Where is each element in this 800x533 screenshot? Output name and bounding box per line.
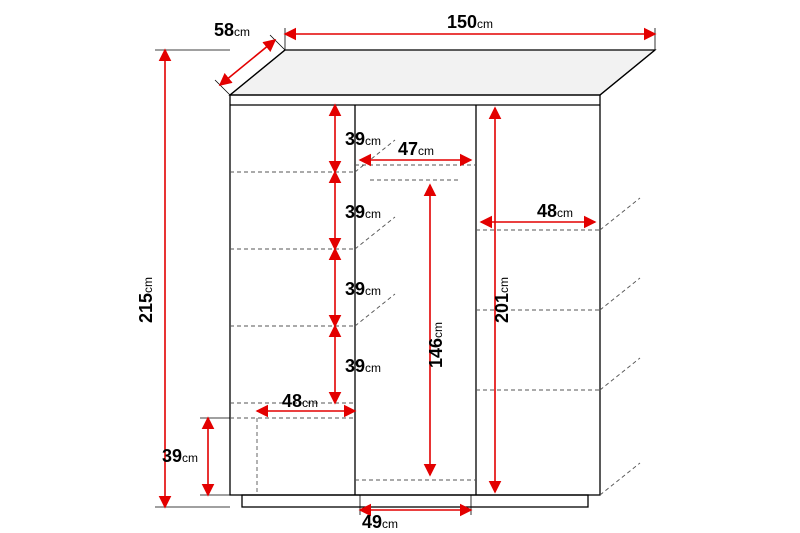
r201-u: cm — [497, 277, 511, 293]
l39b-u: cm — [365, 207, 381, 221]
l39a-v: 39 — [345, 129, 365, 149]
l39e-v: 39 — [162, 446, 182, 466]
svg-text:39cm: 39cm — [345, 279, 381, 299]
cabinet-body — [230, 50, 655, 507]
c146-v: 146 — [426, 338, 446, 368]
svg-text:215cm: 215cm — [136, 277, 156, 323]
c146-u: cm — [431, 322, 445, 338]
svg-text:39cm: 39cm — [345, 356, 381, 376]
r48-v: 48 — [537, 201, 557, 221]
c47-u: cm — [418, 144, 434, 158]
svg-text:39cm: 39cm — [162, 446, 198, 466]
dim-left-column: 39cm 39cm 39cm 39cm 48cm 39cm — [162, 105, 381, 495]
dim-right-column: 201cm 48cm — [481, 108, 595, 492]
svg-text:58cm: 58cm — [214, 20, 250, 40]
l39a-u: cm — [365, 134, 381, 148]
dim-58-value: 58 — [214, 20, 234, 40]
svg-text:146cm: 146cm — [426, 322, 446, 368]
r201-v: 201 — [492, 293, 512, 323]
l39b-v: 39 — [345, 202, 365, 222]
l39c-v: 39 — [345, 279, 365, 299]
l48-u: cm — [302, 396, 318, 410]
svg-text:39cm: 39cm — [345, 129, 381, 149]
dim-150-unit: cm — [477, 17, 493, 31]
svg-text:48cm: 48cm — [282, 391, 318, 411]
svg-text:47cm: 47cm — [398, 139, 434, 159]
l48-v: 48 — [282, 391, 302, 411]
shelves — [230, 140, 640, 495]
c47-v: 47 — [398, 139, 418, 159]
c49-v: 49 — [362, 512, 382, 532]
top-panel — [230, 50, 655, 95]
dim-150-value: 150 — [447, 12, 477, 32]
wardrobe-dimension-diagram: 215cm 58cm 150cm 39cm 39cm 39cm 39cm — [0, 0, 800, 533]
dim-215-unit: cm — [141, 277, 155, 293]
svg-text:150cm: 150cm — [447, 12, 493, 32]
dim-215-value: 215 — [136, 293, 156, 323]
r48-u: cm — [557, 206, 573, 220]
dim-58-unit: cm — [234, 25, 250, 39]
l39d-v: 39 — [345, 356, 365, 376]
svg-text:49cm: 49cm — [362, 512, 398, 532]
c49-u: cm — [382, 517, 398, 531]
l39c-u: cm — [365, 284, 381, 298]
svg-text:39cm: 39cm — [345, 202, 381, 222]
dim-width-150: 150cm — [285, 12, 655, 50]
dim-center-column: 47cm 146cm 49cm — [360, 139, 471, 532]
svg-text:48cm: 48cm — [537, 201, 573, 221]
dim-height-215: 215cm — [136, 50, 230, 507]
l39d-u: cm — [365, 361, 381, 375]
l39e-u: cm — [182, 451, 198, 465]
